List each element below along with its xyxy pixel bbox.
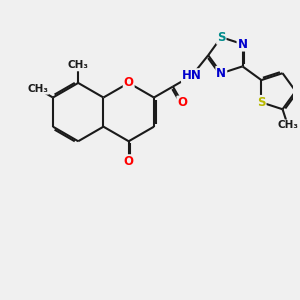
Text: S: S: [257, 96, 266, 109]
Text: CH₃: CH₃: [277, 120, 298, 130]
Text: N: N: [216, 67, 226, 80]
Text: HN: HN: [182, 69, 202, 82]
Text: CH₃: CH₃: [27, 84, 48, 94]
Text: O: O: [124, 155, 134, 168]
Text: S: S: [217, 31, 226, 44]
Text: N: N: [238, 38, 248, 51]
Text: CH₃: CH₃: [68, 60, 89, 70]
Text: O: O: [124, 76, 134, 89]
Text: O: O: [177, 97, 188, 110]
